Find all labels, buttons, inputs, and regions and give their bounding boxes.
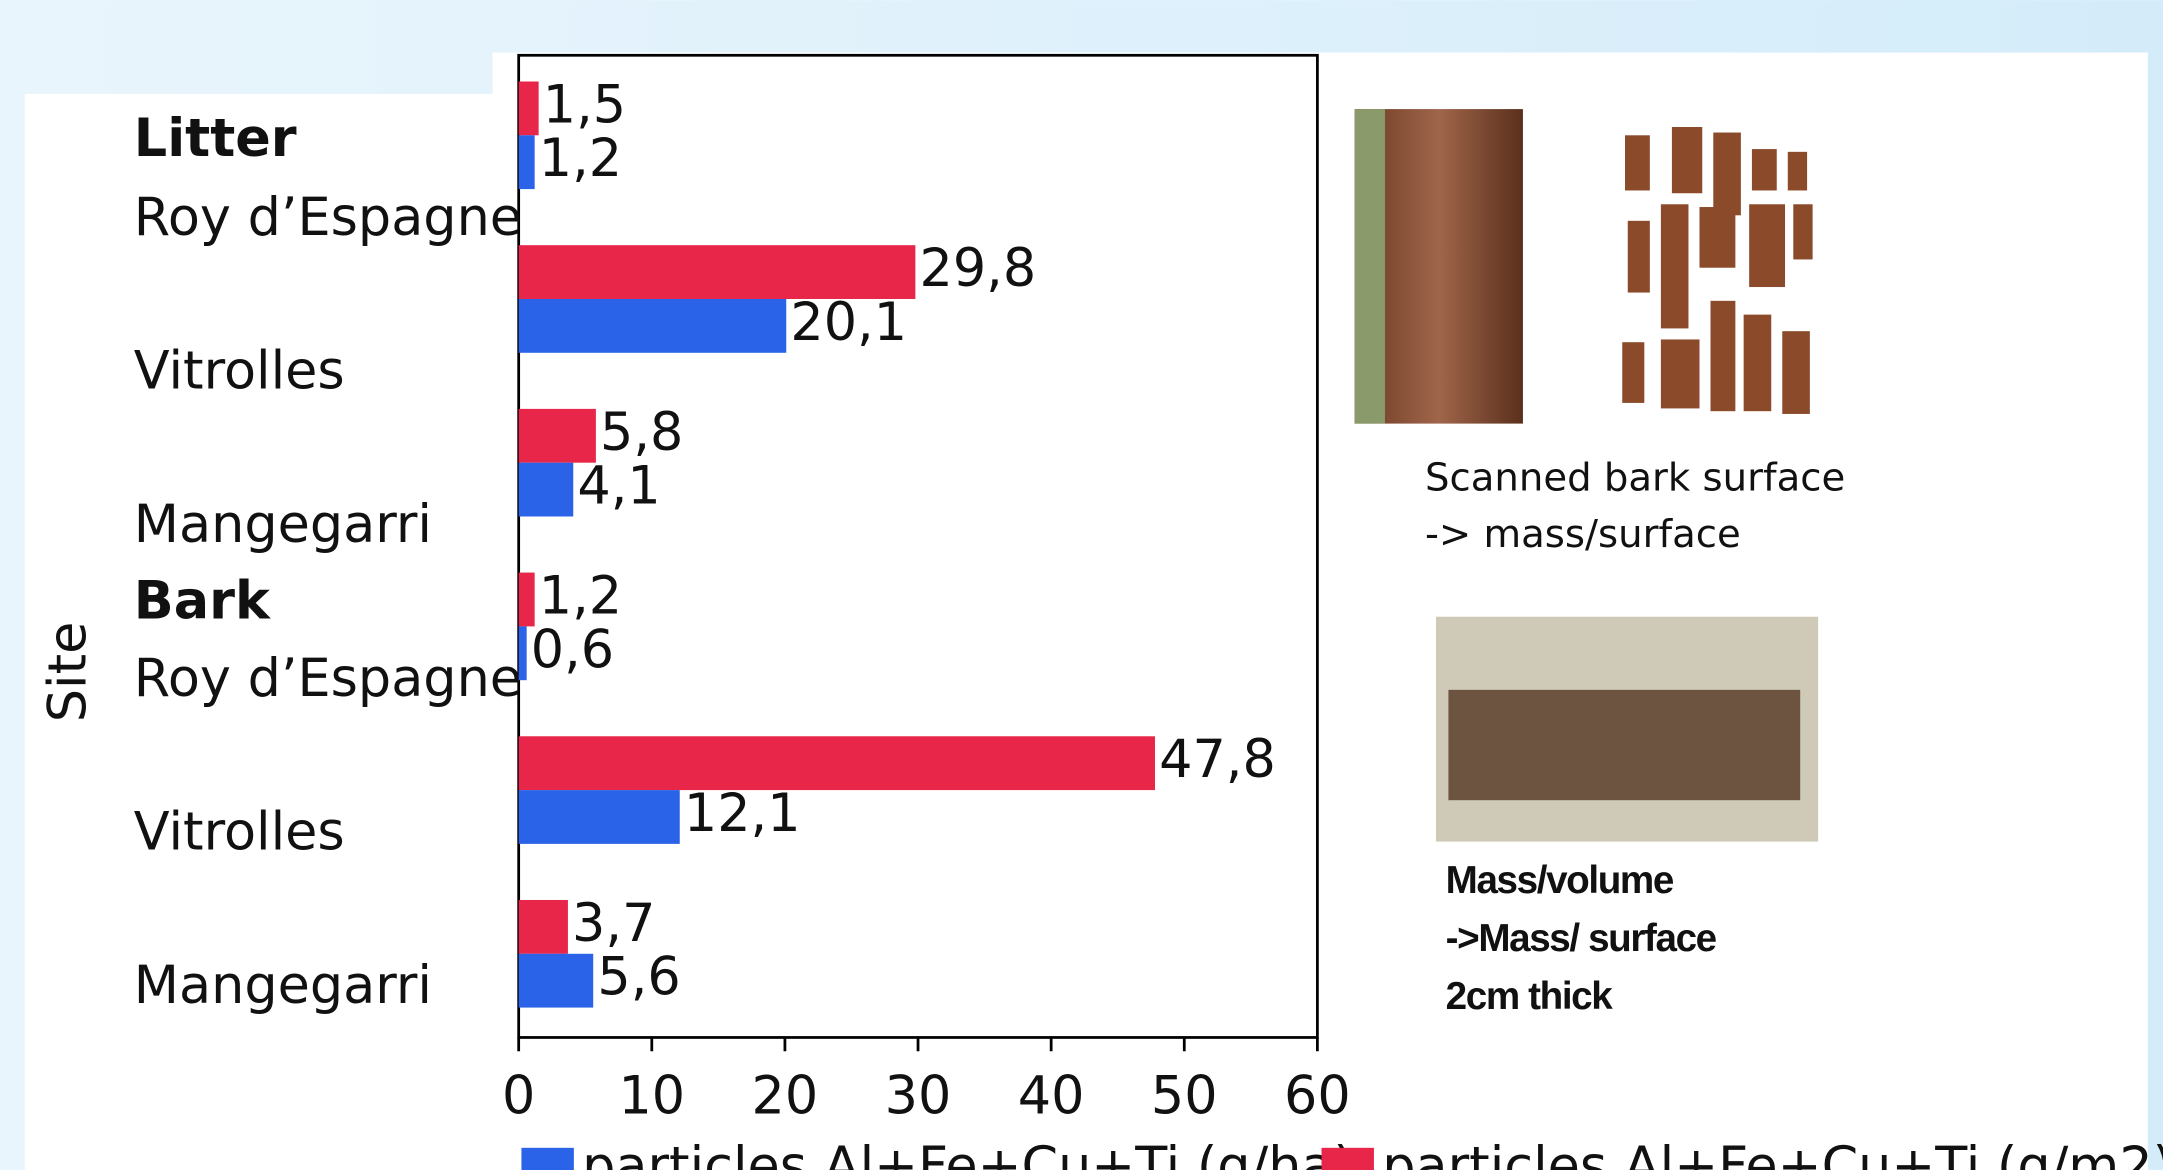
category-label: Mangegarri xyxy=(134,955,432,1016)
bar xyxy=(519,463,574,517)
page: {"chart_data":{"type":"hbar", "y_label":… xyxy=(0,0,2163,1170)
bar xyxy=(519,900,568,954)
annotation: Scanned bark surface xyxy=(1425,456,1845,501)
chart: 0102030405060SiteRoy d’Espagne1,51,2Vitr… xyxy=(0,0,2163,1170)
annotation: -> mass/surface xyxy=(1425,512,1741,557)
x-tick-label: 20 xyxy=(752,1066,819,1127)
bar xyxy=(519,736,1155,790)
value-label: 1,5 xyxy=(543,74,626,135)
value-label: 4,1 xyxy=(577,456,660,517)
value-label: 29,8 xyxy=(920,238,1037,299)
value-label: 47,8 xyxy=(1159,729,1276,790)
category-label: Roy d’Espagne xyxy=(134,648,522,709)
annotation: ->Mass/ surface xyxy=(1446,917,1717,960)
value-label: 12,1 xyxy=(684,783,801,844)
y-axis-label: Site xyxy=(38,622,99,723)
bar xyxy=(519,954,594,1008)
value-label: 1,2 xyxy=(539,128,622,189)
x-tick-label: 50 xyxy=(1151,1066,1218,1127)
legend-label: particles Al+Fe+Cu+Ti (g/m2) xyxy=(1382,1136,2163,1170)
value-label: 1,2 xyxy=(539,565,622,626)
value-label: 20,1 xyxy=(790,292,907,353)
value-label: 0,6 xyxy=(531,619,614,680)
category-label: Vitrolles xyxy=(134,802,345,863)
value-label: 5,6 xyxy=(597,947,680,1008)
legend-label: particles Al+Fe+Cu+Ti (g/ha) xyxy=(582,1136,1354,1170)
bar xyxy=(519,626,527,680)
bar xyxy=(519,790,680,844)
panel xyxy=(492,53,2147,1170)
bar xyxy=(519,135,535,189)
category-label: Vitrolles xyxy=(134,340,345,401)
legend-swatch xyxy=(521,1148,573,1170)
value-label: 3,7 xyxy=(572,893,655,954)
photo-background xyxy=(1355,109,1385,424)
x-tick-label: 10 xyxy=(618,1066,685,1127)
category-label: Roy d’Espagne xyxy=(134,187,522,248)
annotation: 2cm thick xyxy=(1446,975,1614,1018)
bar xyxy=(519,299,787,353)
bar xyxy=(519,81,539,135)
x-tick-label: 0 xyxy=(502,1066,535,1127)
annotation: Mass/volume xyxy=(1446,859,1674,902)
group-label: Bark xyxy=(134,570,271,631)
category-label: Mangegarri xyxy=(134,494,432,555)
group-label: Litter xyxy=(134,108,297,169)
photo-litter xyxy=(1448,690,1800,800)
x-tick-label: 60 xyxy=(1284,1066,1351,1127)
x-tick-label: 30 xyxy=(885,1066,952,1127)
x-tick-label: 40 xyxy=(1018,1066,1085,1127)
value-label: 5,8 xyxy=(600,402,683,463)
legend-swatch xyxy=(1322,1148,1374,1170)
